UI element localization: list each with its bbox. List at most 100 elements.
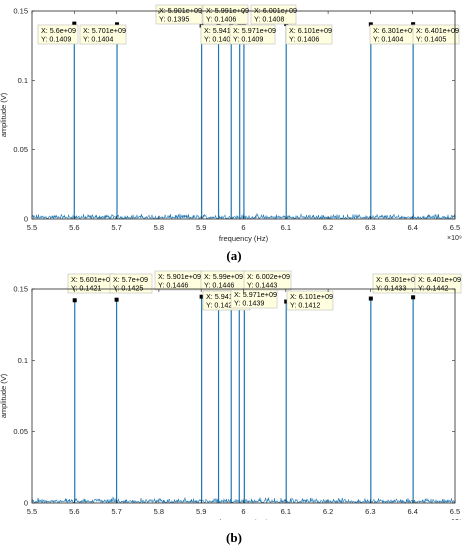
datatip-box bbox=[109, 273, 153, 294]
x-tick-label: 5.5 bbox=[27, 507, 37, 516]
datatip-x-label: X: 6.101e+09 bbox=[289, 26, 332, 35]
x-tick-label: 6.4 bbox=[407, 223, 417, 232]
x-tick-label: 5.8 bbox=[154, 507, 164, 516]
y-tick-label: 0.1 bbox=[18, 76, 28, 85]
datatip-x-label: X: 5.6e+09 bbox=[41, 26, 76, 35]
x-tick-label: 5.9 bbox=[196, 507, 206, 516]
datatip: X: 5.901e+09Y: 0.1446 bbox=[154, 270, 203, 291]
datatip-box bbox=[37, 24, 79, 45]
datatip-y-label: Y: 0.1407 bbox=[204, 35, 234, 44]
x-tick-label: 5.9 bbox=[196, 223, 206, 232]
datatip-x-label: X: 5.901e+09 bbox=[158, 272, 201, 281]
y-axis-label: amplitude (V) bbox=[0, 92, 8, 137]
datatip: X: 6.002e+09Y: 0.1443 bbox=[243, 270, 292, 291]
datatip-y-label: Y: 0.1443 bbox=[247, 281, 277, 290]
x-exponent-label: ×10⁹ bbox=[447, 519, 462, 520]
datatip-y-label: Y: 0.1433 bbox=[376, 284, 406, 293]
datatip: X: 5.7e+09Y: 0.1425 bbox=[109, 273, 153, 294]
x-exponent-label: ×10⁹ bbox=[447, 235, 462, 242]
datatip: X: 6.101e+09Y: 0.1412 bbox=[286, 290, 334, 311]
datatip-box bbox=[414, 273, 462, 294]
datatip: X: 5.991e+09Y: 0.1406 bbox=[202, 4, 249, 25]
panel-label-a: (a) bbox=[226, 248, 242, 263]
x-tick-label: 6.3 bbox=[365, 223, 375, 232]
datatip-y-label: Y: 0.1409 bbox=[233, 35, 263, 44]
datatip-y-label: Y: 0.1442 bbox=[418, 284, 448, 293]
peak-marker bbox=[284, 299, 289, 304]
datatip: X: 5.601e+09Y: 0.1421 bbox=[67, 273, 116, 294]
datatip-x-label: X: 5.971e+09 bbox=[233, 26, 276, 35]
x-tick-label: 6.4 bbox=[407, 507, 417, 516]
datatip-box bbox=[286, 290, 334, 311]
x-tick-label: 5.6 bbox=[69, 507, 79, 516]
datatip: X: 6.101e+09Y: 0.1406 bbox=[285, 24, 333, 45]
datatip-x-label: X: 5.941e+09 bbox=[206, 292, 249, 301]
datatip-y-label: Y: 0.1439 bbox=[234, 299, 264, 308]
x-tick-label: 6 bbox=[241, 223, 245, 232]
peak-marker bbox=[199, 294, 204, 299]
datatip-y-label: Y: 0.1404 bbox=[83, 35, 113, 44]
x-tick-label: 5.6 bbox=[69, 223, 79, 232]
datatip-x-label: X: 5.941e+09 bbox=[204, 26, 247, 35]
plot-area bbox=[32, 289, 455, 503]
datatip-x-label: X: 5.601e+09 bbox=[71, 275, 114, 284]
y-tick-label: 0 bbox=[24, 499, 28, 508]
peak-marker bbox=[411, 22, 416, 27]
x-axis-label: frequency (Hz) bbox=[219, 234, 269, 243]
datatip: X: 6.301e+09Y: 0.1433 bbox=[372, 273, 420, 294]
datatip-x-label: X: 6.401e+09 bbox=[418, 275, 461, 284]
datatip-y-label: Y: 0.1406 bbox=[289, 35, 319, 44]
y-tick-label: 0.15 bbox=[13, 7, 28, 16]
datatip-x-label: X: 5.991e+09 bbox=[206, 6, 249, 15]
datatip-x-label: X: 6.301e+09 bbox=[376, 275, 419, 284]
y-tick-label: 0.05 bbox=[13, 145, 28, 154]
y-tick-label: 0.15 bbox=[13, 285, 28, 294]
datatip-y-label: Y: 0.1405 bbox=[416, 35, 446, 44]
x-tick-label: 5.7 bbox=[111, 507, 121, 516]
y-tick-label: 0.1 bbox=[18, 356, 28, 365]
datatip: X: 6.401e+09Y: 0.1442 bbox=[414, 273, 462, 294]
y-tick-label: 0.05 bbox=[13, 427, 28, 436]
datatip: X: 5.971e+09Y: 0.1409 bbox=[229, 24, 276, 45]
peak-marker bbox=[411, 295, 416, 300]
datatip: X: 6.001e+09Y: 0.1408 bbox=[250, 4, 297, 25]
datatip-box bbox=[155, 4, 203, 25]
panel-label-b: (b) bbox=[226, 530, 242, 545]
datatip-y-label: Y: 0.1446 bbox=[158, 281, 188, 290]
datatip-box bbox=[243, 270, 292, 291]
datatip: X: 5.99e+09Y: 0.1446 bbox=[200, 270, 247, 291]
datatip-x-label: X: 5.901e+09 bbox=[159, 6, 202, 15]
y-tick-label: 0 bbox=[24, 215, 28, 224]
datatip-box bbox=[229, 24, 276, 45]
datatip-box bbox=[79, 24, 127, 45]
datatip-x-label: X: 6.101e+09 bbox=[290, 292, 333, 301]
datatip: X: 5.6e+09Y: 0.1409 bbox=[37, 24, 79, 45]
datatip-y-label: Y: 0.1425 bbox=[113, 284, 143, 293]
x-tick-label: 6.5 bbox=[450, 223, 460, 232]
x-tick-label: 5.7 bbox=[111, 223, 121, 232]
x-axis-label: frequency (Hz) bbox=[219, 518, 269, 520]
datatip: X: 5.901e+09Y: 0.1395 bbox=[155, 4, 203, 25]
peak-marker bbox=[72, 21, 77, 26]
datatip-box bbox=[250, 4, 297, 25]
datatip-y-label: Y: 0.1408 bbox=[254, 15, 284, 24]
datatip-y-label: Y: 0.1425 bbox=[206, 301, 236, 310]
datatip-x-label: X: 5.701e+09 bbox=[83, 26, 126, 35]
datatip-x-label: X: 6.001e+09 bbox=[254, 6, 297, 15]
x-tick-label: 6.2 bbox=[323, 223, 333, 232]
peak-marker bbox=[368, 22, 373, 27]
datatip-x-label: X: 6.002e+09 bbox=[247, 272, 290, 281]
datatip-y-label: Y: 0.1406 bbox=[206, 15, 236, 24]
x-tick-label: 6.1 bbox=[281, 223, 291, 232]
datatip-y-label: Y: 0.1412 bbox=[290, 301, 320, 310]
peak-marker bbox=[72, 298, 77, 303]
datatip-x-label: X: 5.99e+09 bbox=[204, 272, 243, 281]
x-tick-label: 6 bbox=[241, 507, 245, 516]
peak-marker bbox=[114, 297, 119, 302]
datatip-y-label: Y: 0.1421 bbox=[71, 284, 101, 293]
datatip-x-label: X: 5.7e+09 bbox=[113, 275, 148, 284]
datatip-x-label: X: 5.971e+09 bbox=[234, 290, 277, 299]
x-tick-label: 6.3 bbox=[365, 507, 375, 516]
